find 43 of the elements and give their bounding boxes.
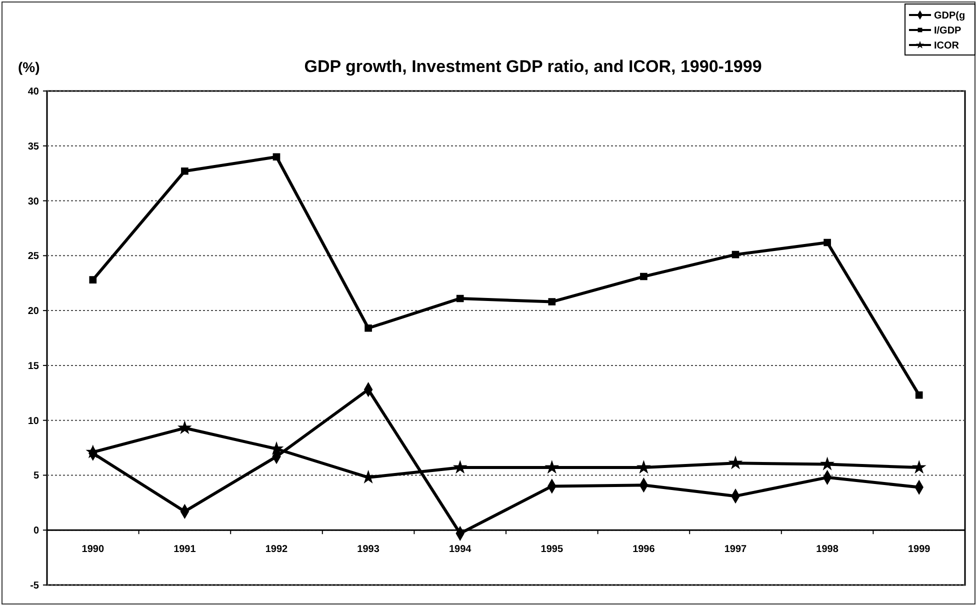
point bbox=[181, 167, 188, 175]
x-tick-label: 1994 bbox=[448, 544, 472, 556]
x-tick-label: 1990 bbox=[82, 544, 104, 556]
y-tick-label: 15 bbox=[28, 360, 40, 372]
x-tick-label: 1993 bbox=[357, 544, 380, 556]
point bbox=[364, 324, 372, 332]
y-tick-label: -5 bbox=[30, 580, 40, 592]
x-tick-label: 1996 bbox=[632, 544, 656, 556]
point bbox=[454, 461, 466, 473]
x-tick-label: 1995 bbox=[540, 544, 564, 556]
legend-label: GDP(g bbox=[934, 10, 966, 22]
y-tick-label: 10 bbox=[28, 416, 40, 427]
x-tick-label: 1992 bbox=[265, 544, 288, 556]
point bbox=[915, 391, 923, 399]
y-tick-label: 20 bbox=[28, 306, 40, 318]
point bbox=[272, 153, 280, 161]
chart-title: GDP growth, Investment GDP ratio, and ICOR, 1990-1999 bbox=[304, 57, 762, 76]
y-tick-label: 5 bbox=[33, 470, 40, 482]
point bbox=[821, 458, 834, 470]
point bbox=[729, 456, 742, 468]
x-tick-label: 1999 bbox=[908, 544, 931, 556]
point bbox=[824, 238, 831, 246]
point bbox=[178, 422, 191, 434]
point bbox=[89, 276, 97, 284]
point bbox=[638, 461, 650, 473]
point bbox=[640, 272, 648, 280]
x-tick-label: 1998 bbox=[816, 544, 839, 556]
y-tick-label: 30 bbox=[28, 196, 40, 208]
point bbox=[732, 250, 740, 258]
point bbox=[548, 298, 556, 306]
y-tick-label: 35 bbox=[28, 141, 40, 152]
point bbox=[456, 294, 464, 302]
point bbox=[362, 470, 374, 483]
x-tick-label: 1997 bbox=[724, 544, 748, 556]
legend-label: I/GDP bbox=[934, 26, 962, 36]
point bbox=[912, 461, 926, 473]
y-tick-label: 0 bbox=[33, 526, 40, 537]
y-axis-title: (%) bbox=[18, 59, 40, 75]
legend-label: ICOR bbox=[934, 40, 960, 52]
x-tick-label: 1991 bbox=[174, 544, 196, 556]
point bbox=[546, 461, 558, 473]
y-tick-label: 25 bbox=[28, 251, 40, 262]
y-tick-label: 40 bbox=[28, 86, 40, 98]
